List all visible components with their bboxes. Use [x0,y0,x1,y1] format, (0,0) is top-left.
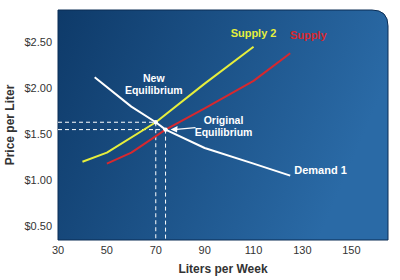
x-tick-label: 150 [342,244,360,256]
equilibrium-price-guide [58,129,166,130]
equilibrium-price-guide [58,122,156,123]
equilibrium-point [163,127,167,131]
label-line: Equilibrium [125,84,183,96]
label-line: Equilibrium [195,126,253,138]
equilibrium-point [154,120,158,124]
chart: $0.50 $1.00 $1.50 $2.00 $2.50 30 50 70 90 110 130 1… [0,0,400,280]
x-tick-label: 130 [293,244,311,256]
marks [58,47,290,240]
x-tick-label: 30 [52,244,64,256]
y-tick-label: $2.50 [24,36,52,48]
series-line [82,47,253,162]
series-label: Supply [290,29,328,41]
x-tick-label: 110 [245,244,263,256]
y-tick-label: $0.50 [24,220,52,232]
x-tick-label: 70 [150,244,162,256]
equilibrium-label: OriginalEquilibrium [195,114,253,138]
x-tick-label: 90 [199,244,211,256]
series-line [95,77,291,175]
equilibrium-quantity-guide [155,122,156,240]
y-tick-label: $1.50 [24,128,52,140]
equilibrium-quantity-guide [165,130,166,240]
equilibrium-label: NewEquilibrium [125,72,183,96]
x-tick-label: 50 [101,244,113,256]
plot-area [58,10,388,240]
series-label: Demand 1 [294,164,347,176]
annotation-arrowhead [171,126,178,133]
y-tick-label: $1.00 [24,174,52,186]
label-line: Original [204,114,244,126]
series-label: Supply 2 [231,27,277,39]
y-axis-title: Price per Liter [3,84,17,165]
label-line: New [143,72,165,84]
x-axis-title: Liters per Week [178,262,267,276]
y-tick-label: $2.00 [24,82,52,94]
